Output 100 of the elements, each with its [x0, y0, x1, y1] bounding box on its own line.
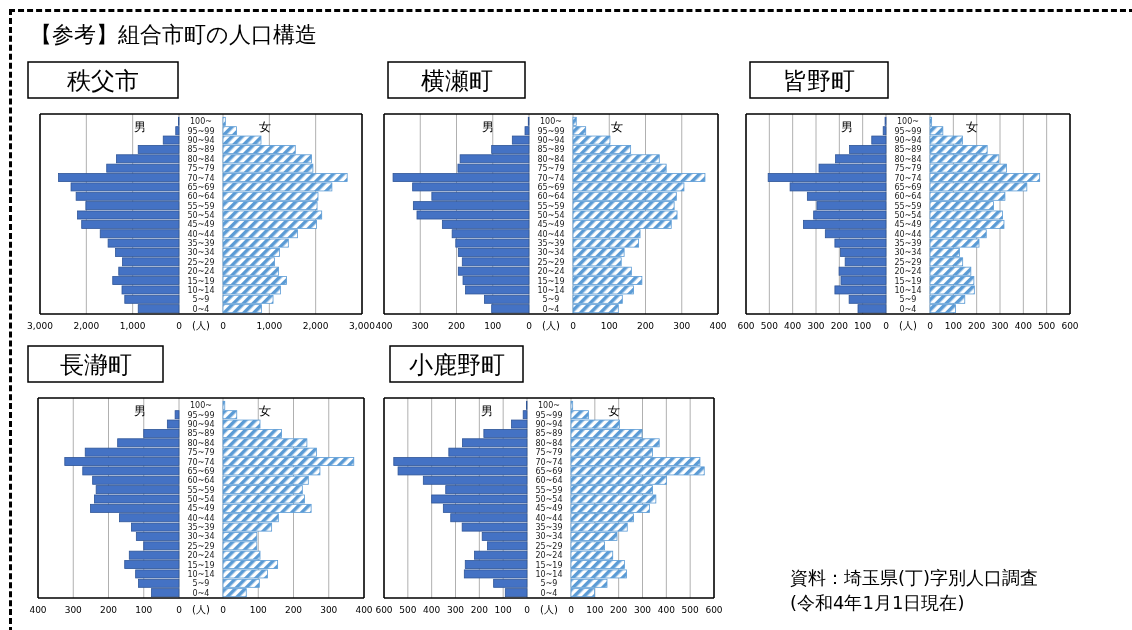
- x-tick-label: 400: [1014, 321, 1033, 331]
- y-tick-label: 0~4: [192, 588, 210, 598]
- y-tick-label: 95~99: [535, 410, 563, 420]
- y-tick-label: 80~84: [537, 154, 565, 164]
- y-tick-label: 60~64: [187, 476, 215, 486]
- y-tick-label: 0~4: [542, 304, 560, 314]
- y-tick-label: 5~9: [192, 579, 210, 589]
- y-tick-label: 25~29: [187, 257, 215, 267]
- series-label: 女: [966, 120, 978, 134]
- y-tick-label: 80~84: [187, 154, 215, 164]
- x-tick-label: 400: [29, 605, 47, 615]
- series-label: 男: [480, 404, 493, 418]
- y-tick-label: 15~19: [187, 560, 215, 570]
- x-tick-label: 400: [423, 605, 441, 615]
- y-tick-label: 70~74: [894, 173, 922, 183]
- x-axis-title: (人): [542, 320, 560, 331]
- y-tick-label: 10~14: [537, 285, 565, 295]
- y-tick-label: 55~59: [894, 201, 922, 211]
- y-tick-label: 85~89: [537, 145, 565, 155]
- y-tick-label: 15~19: [537, 276, 565, 286]
- chart-title: 長瀞町: [59, 351, 132, 379]
- y-tick-label: 20~24: [187, 267, 215, 277]
- y-tick-label: 5~9: [540, 579, 558, 589]
- y-tick-label: 100~: [538, 401, 560, 411]
- x-tick-label: 300: [446, 605, 465, 615]
- y-tick-label: 60~64: [187, 192, 215, 202]
- y-tick-label: 40~44: [187, 513, 215, 523]
- y-tick-label: 45~49: [187, 504, 215, 514]
- x-tick-label: 200: [636, 321, 655, 331]
- y-tick-label: 30~34: [894, 248, 922, 258]
- y-tick-label: 60~64: [535, 476, 563, 486]
- x-tick-label: 0: [176, 321, 183, 331]
- y-tick-label: 10~14: [187, 285, 215, 295]
- y-tick-label: 30~34: [537, 248, 565, 258]
- series-label: 男: [840, 120, 853, 134]
- y-tick-label: 90~94: [187, 420, 215, 430]
- y-tick-label: 60~64: [537, 192, 565, 202]
- text: 資料：埼玉県(丁)字別人口調査: [790, 567, 1039, 588]
- x-tick-label: 100: [494, 605, 513, 615]
- chart-title: 小鹿野町: [408, 351, 505, 379]
- y-tick-label: 100~: [190, 117, 212, 127]
- y-tick-label: 100~: [190, 401, 212, 411]
- y-tick-label: 85~89: [187, 145, 215, 155]
- y-tick-label: 35~39: [894, 239, 922, 249]
- y-tick-label: 70~74: [187, 173, 215, 183]
- y-tick-label: 40~44: [187, 229, 215, 239]
- y-tick-label: 10~14: [894, 285, 922, 295]
- y-tick-label: 75~79: [187, 164, 215, 174]
- series-label: 女: [607, 404, 620, 418]
- y-tick-label: 40~44: [537, 229, 565, 239]
- text: 【参考】組合市町の人口構造: [30, 22, 317, 47]
- y-tick-label: 95~99: [187, 410, 215, 420]
- y-tick-label: 35~39: [535, 523, 563, 533]
- y-tick-label: 90~94: [535, 420, 563, 430]
- x-tick-label: 200: [99, 605, 118, 615]
- y-tick-label: 50~54: [894, 211, 922, 220]
- series-label: 男: [482, 120, 495, 134]
- x-tick-label: 100: [135, 605, 153, 615]
- y-tick-label: 70~74: [537, 173, 565, 183]
- x-tick-label: 0: [524, 605, 531, 615]
- y-tick-label: 65~69: [187, 182, 215, 192]
- x-tick-label: 200: [968, 321, 986, 331]
- series-label: 女: [610, 120, 623, 134]
- y-tick-label: 55~59: [187, 485, 215, 495]
- y-tick-label: 55~59: [187, 201, 215, 211]
- y-tick-label: 5~9: [899, 295, 917, 305]
- x-tick-label: 3,000: [349, 321, 376, 331]
- chart-title: 横瀬町: [420, 67, 493, 95]
- y-tick-label: 50~54: [535, 495, 563, 504]
- y-tick-label: 15~19: [535, 560, 563, 570]
- series-label: 男: [134, 120, 147, 134]
- x-tick-label: 300: [411, 321, 430, 331]
- x-tick-label: 300: [633, 605, 652, 615]
- x-tick-label: 500: [399, 605, 417, 615]
- y-tick-label: 65~69: [894, 182, 922, 192]
- y-tick-label: 85~89: [535, 429, 563, 439]
- x-tick-label: 300: [64, 605, 83, 615]
- y-tick-label: 80~84: [535, 438, 563, 448]
- chart-title: 秩父市: [67, 67, 139, 95]
- y-tick-label: 70~74: [187, 457, 215, 467]
- x-tick-label: 500: [760, 321, 779, 331]
- y-tick-label: 30~34: [187, 248, 215, 258]
- y-tick-label: 0~4: [899, 304, 917, 314]
- y-tick-label: 40~44: [894, 229, 922, 239]
- y-tick-label: 75~79: [535, 448, 563, 458]
- x-axis-title: (人): [192, 320, 210, 331]
- y-tick-label: 65~69: [187, 466, 215, 476]
- x-axis-title: (人): [540, 604, 558, 615]
- x-tick-label: 500: [1038, 321, 1056, 331]
- y-tick-label: 0~4: [192, 304, 210, 314]
- y-tick-label: 25~29: [535, 541, 563, 551]
- x-tick-label: 3,000: [27, 321, 54, 331]
- x-tick-label: 300: [991, 321, 1009, 331]
- x-tick-label: 200: [470, 605, 489, 615]
- x-tick-label: 200: [610, 605, 628, 615]
- x-tick-label: 0: [883, 321, 890, 331]
- x-tick-label: 100: [854, 321, 872, 331]
- y-tick-label: 0~4: [540, 588, 558, 598]
- y-tick-label: 70~74: [535, 457, 563, 467]
- y-tick-label: 55~59: [537, 201, 565, 211]
